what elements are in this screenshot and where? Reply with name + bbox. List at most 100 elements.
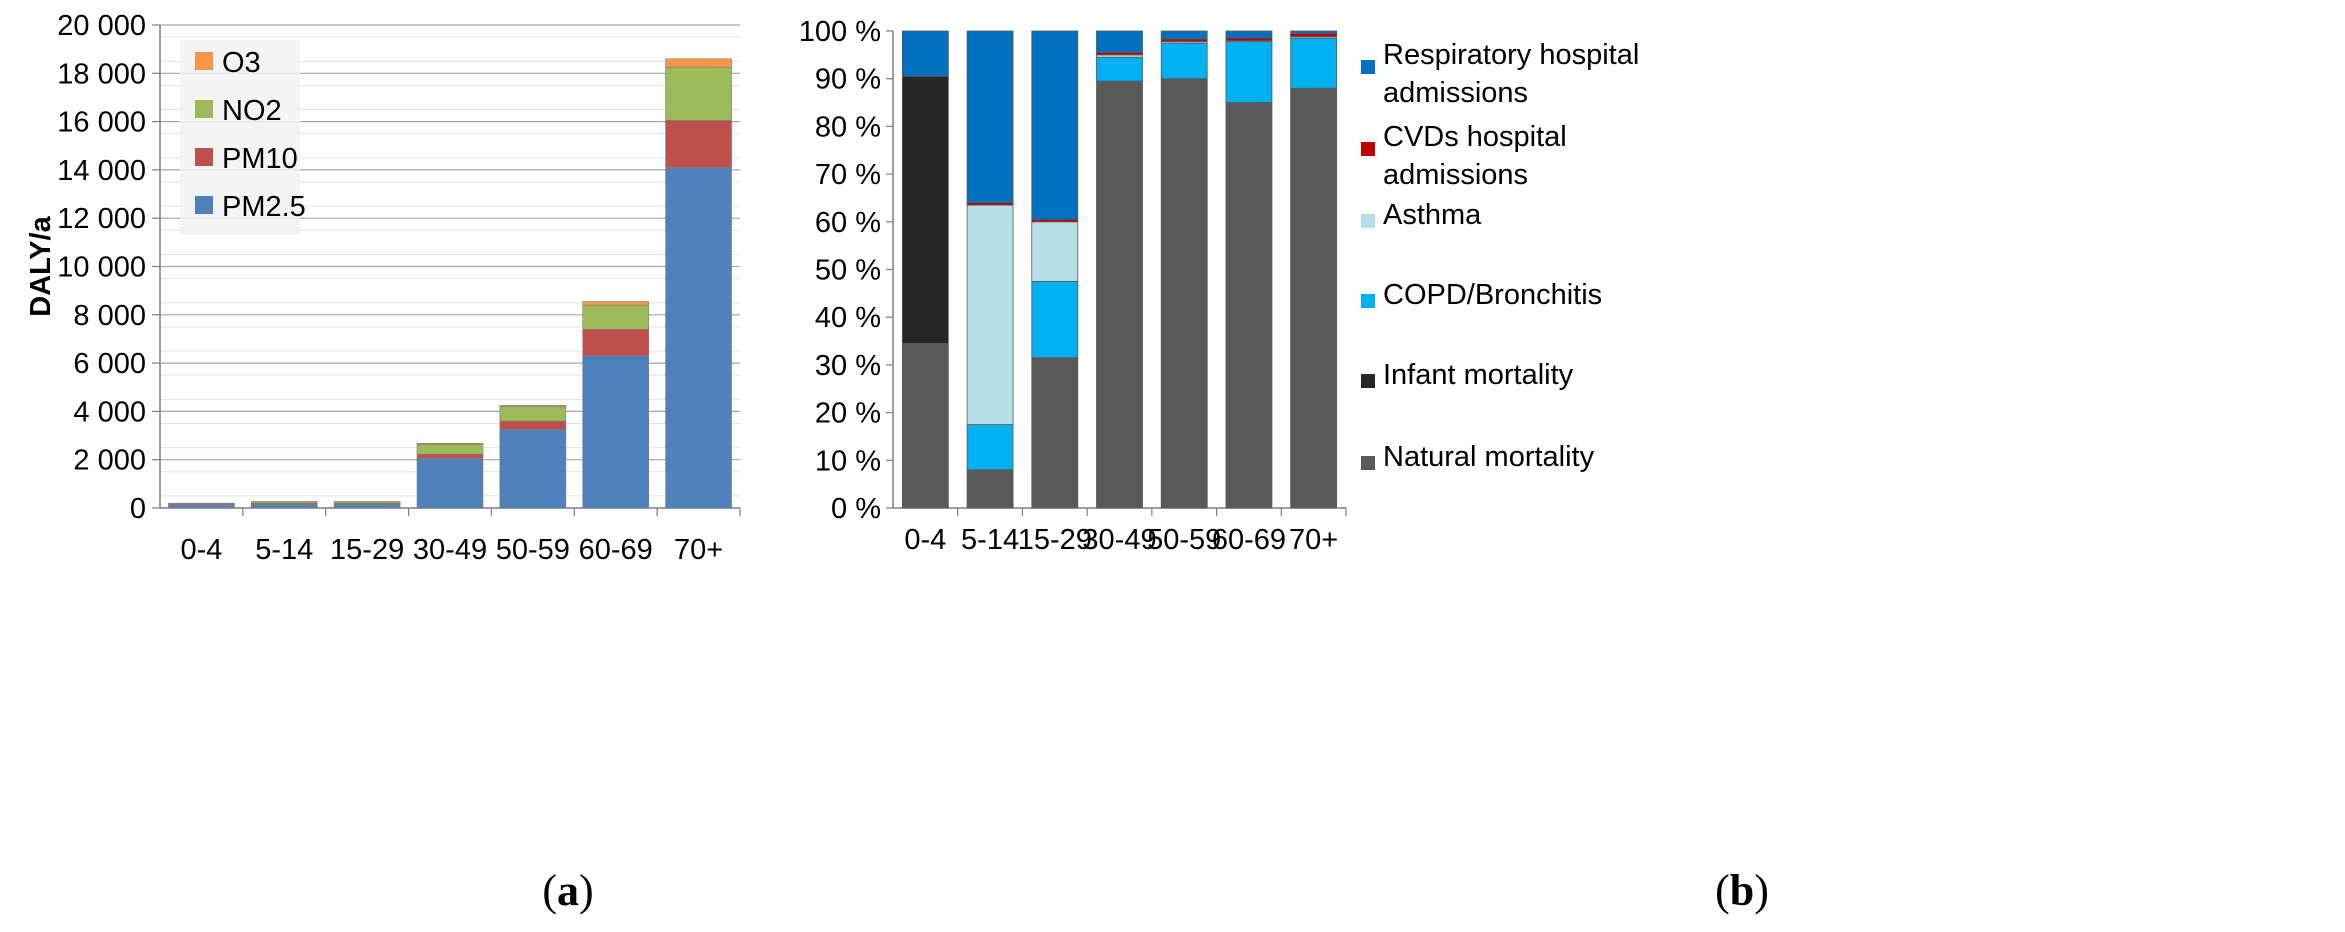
bar-segment <box>901 343 949 509</box>
y-axis-label-a: DALY/a <box>25 215 57 316</box>
bar-segment <box>582 301 650 306</box>
y-tick-label: 0 <box>130 493 146 525</box>
legend-swatch <box>1361 60 1375 74</box>
bar-segment <box>1225 41 1273 103</box>
chart-a: 0 2 000 4 000 6 000 8 000 10 000 12 000 14 000 1… <box>25 10 741 566</box>
legend-label: admissions <box>1383 77 1528 109</box>
bar-segment <box>901 30 949 77</box>
x-tick-label: 70+ <box>1289 524 1338 556</box>
x-tick-label: 60-69 <box>1212 524 1286 556</box>
legend-a: O3 NO2 PM10 PM2.5 <box>180 40 306 235</box>
bar-segment <box>966 424 1014 471</box>
bar-segment <box>1290 30 1338 34</box>
legend-swatch <box>1361 214 1375 228</box>
legend-label: PM2.5 <box>222 191 306 223</box>
y-tick-label: 70 % <box>815 159 881 191</box>
legend-swatch <box>195 100 213 118</box>
y-tick-label: 16 000 <box>57 107 146 139</box>
bar-segment <box>665 120 732 168</box>
x-tick-label: 70+ <box>674 534 723 566</box>
x-tick-label: 60-69 <box>579 534 653 566</box>
bar-segment <box>582 328 650 357</box>
legend-label: Asthma <box>1383 199 1482 231</box>
bar-segment <box>1290 37 1338 89</box>
x-tick-label: 0-4 <box>904 524 946 556</box>
bar-segment <box>1290 32 1338 38</box>
caption-b: (b) <box>1715 866 1769 915</box>
legend-label: Infant mortality <box>1383 359 1574 391</box>
legend-swatch <box>1361 294 1375 308</box>
bar-segment <box>499 405 567 407</box>
legend-swatch <box>1361 456 1375 470</box>
x-tick-label: 50-59 <box>1147 524 1221 556</box>
x-tick-label: 50-59 <box>496 534 570 566</box>
legend-label: O3 <box>222 47 261 79</box>
bar-segment <box>582 304 650 330</box>
bar-segment <box>168 504 235 509</box>
bar-segment <box>1160 78 1208 509</box>
legend-label: PM10 <box>222 143 298 175</box>
bar-segment <box>966 30 1014 204</box>
legend-swatch <box>1361 374 1375 388</box>
bar-segment <box>416 458 484 509</box>
bar-segment <box>416 444 484 455</box>
y-tick-label: 20 000 <box>57 10 146 42</box>
legend-label: COPD/Bronchitis <box>1383 279 1602 311</box>
y-tick-label: 50 % <box>815 255 881 287</box>
y-tick-label: 12 000 <box>57 203 146 235</box>
x-tick-label: 0-4 <box>180 534 222 566</box>
legend-label: admissions <box>1383 159 1528 191</box>
legend-label: CVDs hospital <box>1383 121 1567 153</box>
bar-segment <box>499 406 567 422</box>
y-tick-label: 10 % <box>815 445 881 477</box>
y-tick-label: 6 000 <box>73 348 146 380</box>
y-tick-label: 14 000 <box>57 155 146 187</box>
bar-segment <box>499 429 567 509</box>
caption-a: (a) <box>542 866 593 915</box>
bar-segment <box>1160 30 1208 40</box>
legend-label: NO2 <box>222 95 282 127</box>
bar-segment <box>1290 87 1338 509</box>
bar-segment <box>1225 102 1273 509</box>
bar-segment <box>416 442 484 445</box>
bar-segment <box>966 204 1014 425</box>
y-tick-label: 100 % <box>799 16 881 48</box>
bar-segment <box>1031 357 1079 509</box>
y-tick-label: 90 % <box>815 64 881 96</box>
y-tick-label: 0 % <box>831 493 881 525</box>
y-tick-label: 40 % <box>815 302 881 334</box>
bar-segment <box>1160 42 1208 80</box>
bar-segment <box>1031 30 1079 220</box>
y-tick-label: 30 % <box>815 350 881 382</box>
x-tick-label: 30-49 <box>1082 524 1156 556</box>
y-tick-label: 80 % <box>815 111 881 143</box>
legend-label: Respiratory hospital <box>1383 39 1639 71</box>
bar-segment <box>1096 80 1143 509</box>
legend-swatch <box>195 148 213 166</box>
y-tick-label: 10 000 <box>57 252 146 284</box>
caption-a-letter: a <box>557 866 579 915</box>
x-tick-label: 30-49 <box>413 534 487 566</box>
y-tick-label: 4 000 <box>73 396 146 428</box>
caption-b-letter: b <box>1730 866 1754 915</box>
legend-b: Respiratory hospital admissions CVDs hospi… <box>1361 39 1639 473</box>
bar-segment <box>416 453 484 459</box>
bar-segment <box>665 58 732 68</box>
bar-segment <box>1096 56 1143 82</box>
y-tick-label: 18 000 <box>57 58 146 90</box>
x-tick-label: 5-14 <box>255 534 313 566</box>
bar-segment <box>333 504 401 509</box>
bar-segment <box>966 469 1014 509</box>
bar-segment <box>665 167 732 509</box>
legend-swatch <box>1361 142 1375 156</box>
bar-segment <box>1031 221 1079 282</box>
y-tick-label: 2 000 <box>73 445 146 477</box>
x-tick-label: 15-29 <box>330 534 404 566</box>
bar-segment <box>1031 281 1079 359</box>
x-tick-label: 5-14 <box>961 524 1019 556</box>
bar-segment <box>582 355 650 509</box>
bar-segment <box>499 420 567 430</box>
y-tick-label: 8 000 <box>73 300 146 332</box>
chart-b: 0 % 10 % 20 % 30 % 40 % 50 % 60 % 70 % 80 % 90 % 1… <box>799 16 1640 556</box>
